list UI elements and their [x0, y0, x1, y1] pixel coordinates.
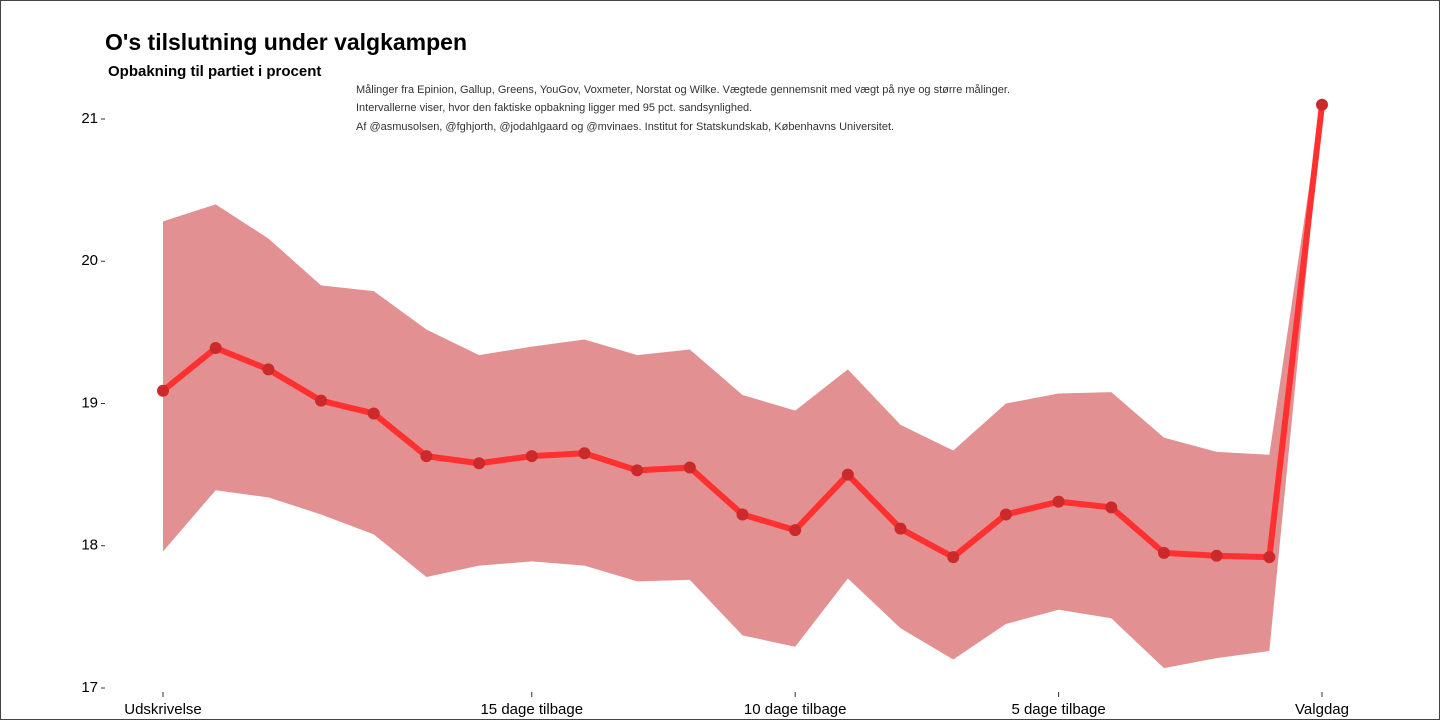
- x-tick-label: 10 dage tilbage: [744, 701, 847, 718]
- point: [1105, 501, 1118, 514]
- y-tick-label: 21: [81, 110, 98, 127]
- x-tick-label: 5 dage tilbage: [1011, 701, 1105, 718]
- annotation: Intervallerne viser, hvor den faktiske o…: [356, 102, 752, 114]
- point: [525, 450, 538, 463]
- point: [683, 461, 696, 474]
- y-tick-label: 18: [81, 537, 98, 554]
- point: [736, 508, 749, 521]
- point: [999, 508, 1012, 521]
- point: [631, 464, 644, 477]
- annotation: Af @asmusolsen, @fghjorth, @jodahlgaard …: [356, 121, 894, 133]
- y-tick-label: 17: [81, 679, 98, 696]
- point: [789, 524, 802, 537]
- point: [894, 522, 907, 535]
- confidence-band: [163, 100, 1322, 669]
- point: [1316, 98, 1328, 111]
- x-tick-label: Valgdag: [1295, 701, 1349, 718]
- point: [262, 363, 275, 376]
- point: [367, 407, 380, 420]
- chart-title: O's tilslutning under valgkampen: [105, 29, 467, 55]
- point: [578, 447, 591, 460]
- chart-subtitle: Opbakning til partiet i procent: [108, 63, 321, 80]
- point: [1157, 546, 1170, 559]
- annotation: Målinger fra Epinion, Gallup, Greens, Yo…: [356, 84, 1010, 96]
- x-tick-label: 15 dage tilbage: [480, 701, 583, 718]
- y-tick-label: 20: [81, 252, 98, 269]
- point: [1263, 551, 1276, 564]
- x-tick-label: Udskrivelse: [124, 701, 202, 718]
- point: [1210, 549, 1223, 562]
- point: [420, 450, 433, 463]
- point: [947, 551, 960, 564]
- y-tick-label: 19: [81, 394, 98, 411]
- point: [157, 384, 169, 397]
- point: [473, 457, 486, 470]
- point: [315, 394, 328, 407]
- point: [1052, 495, 1065, 508]
- point: [841, 468, 854, 481]
- point: [209, 342, 222, 355]
